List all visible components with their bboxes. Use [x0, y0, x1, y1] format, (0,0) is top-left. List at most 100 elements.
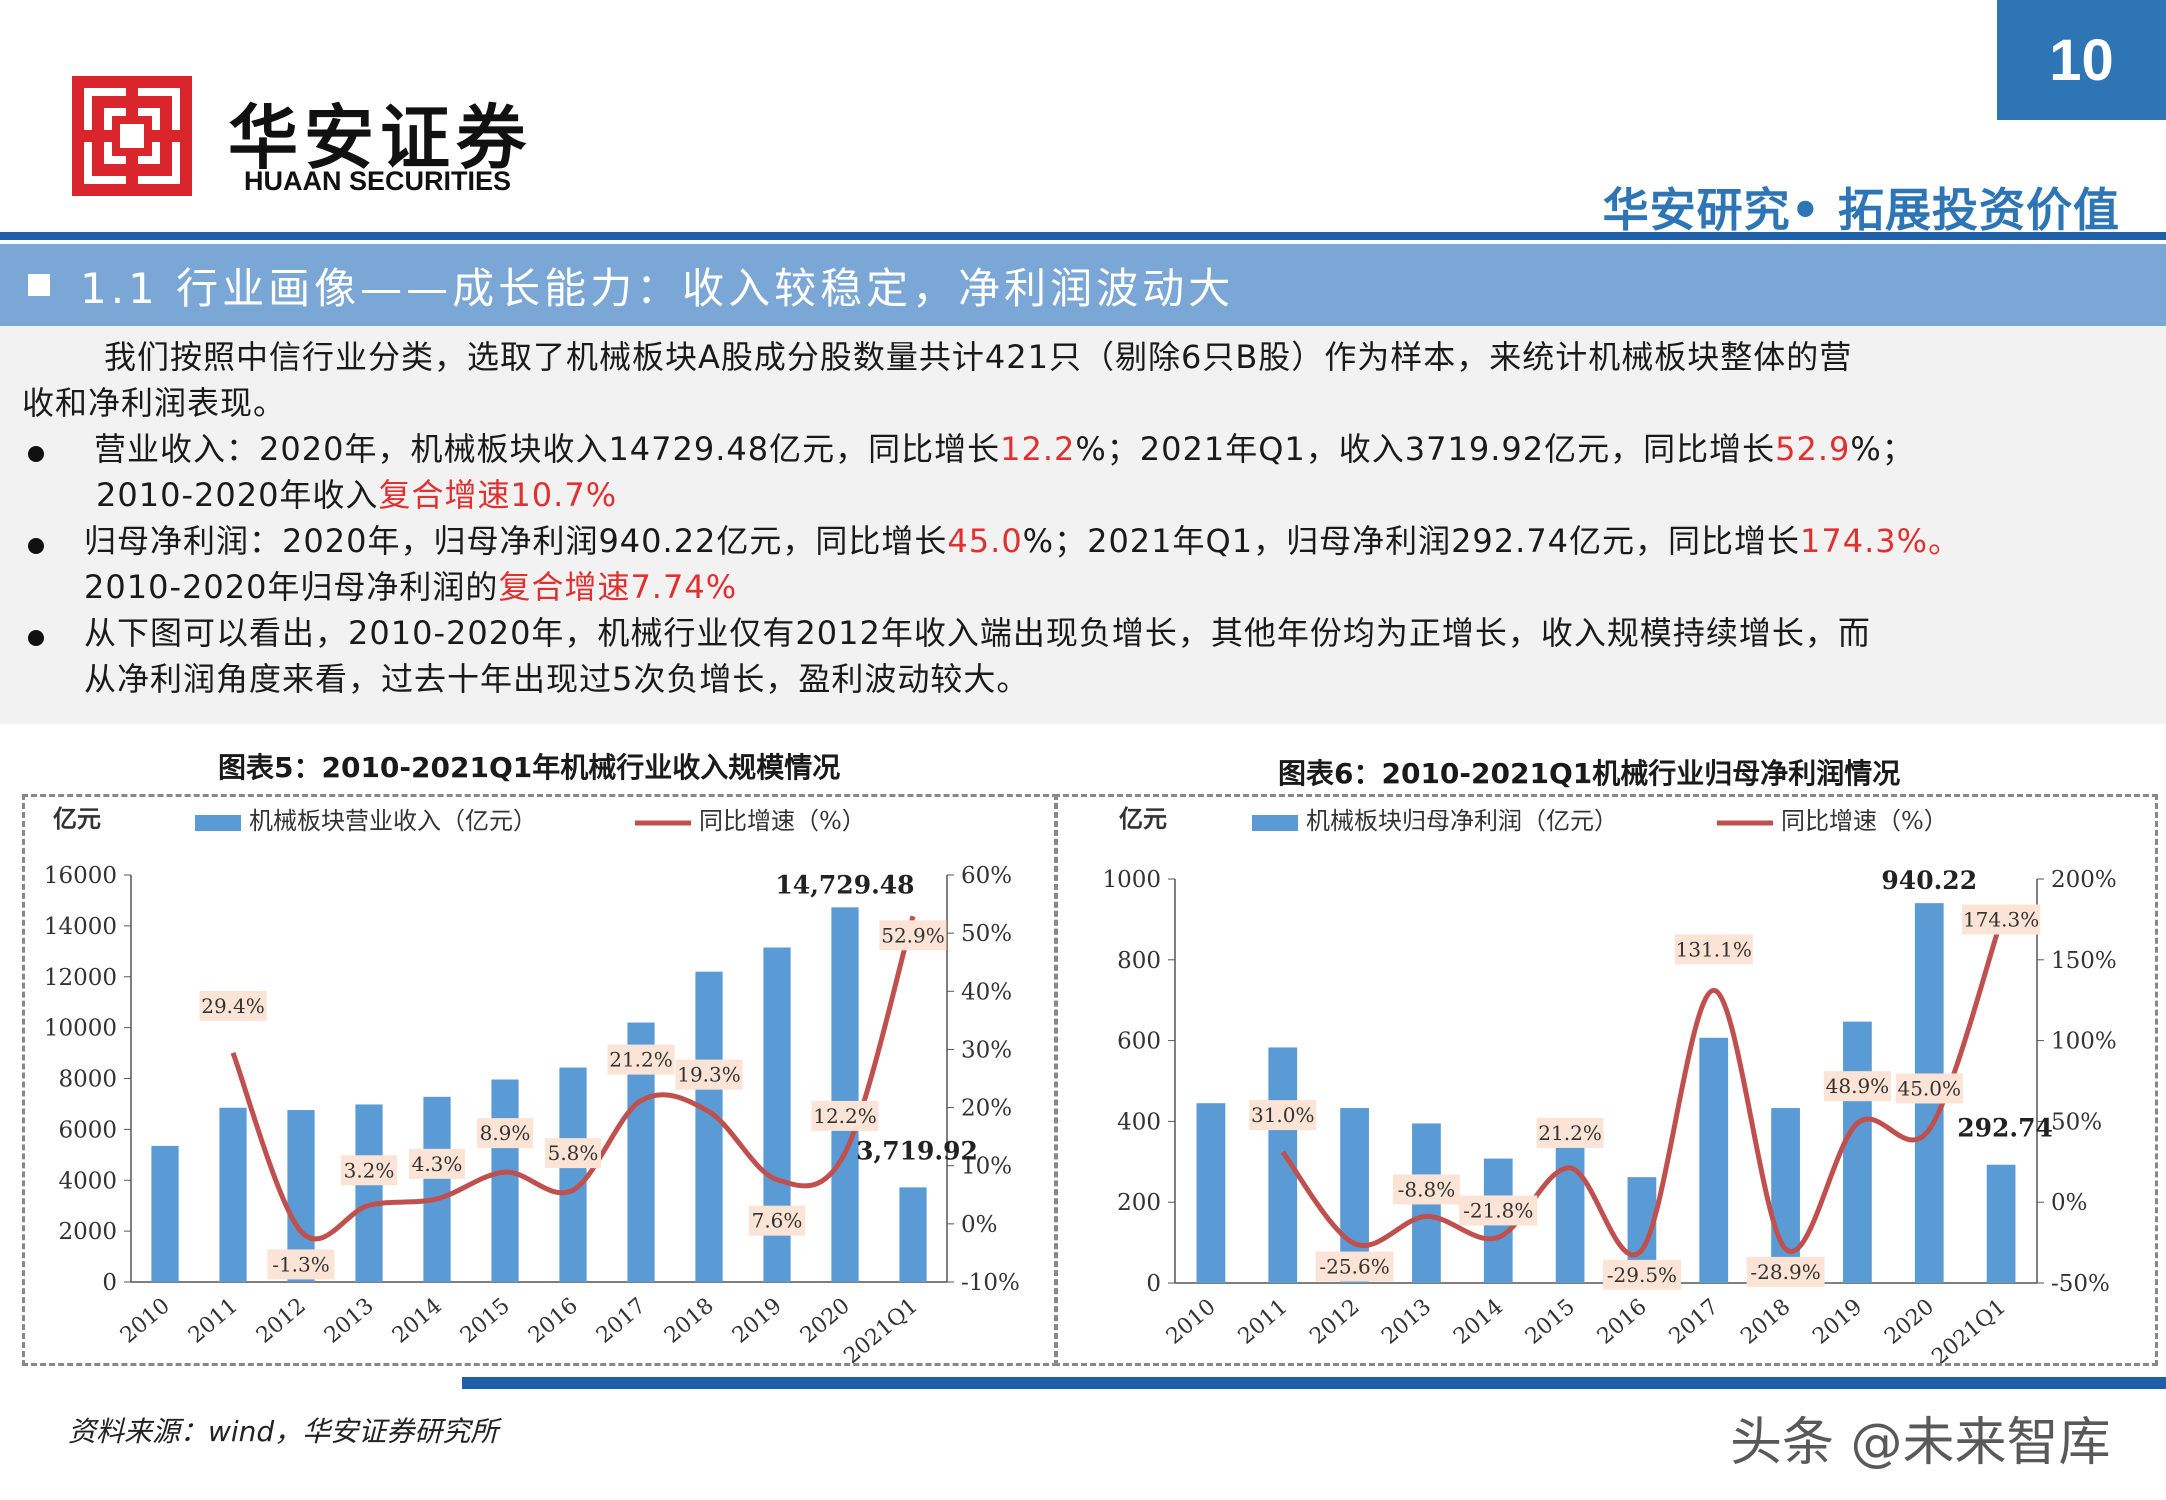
- y-tick-label-right: 50%: [961, 921, 1012, 947]
- data-label-bg: [267, 1249, 335, 1280]
- y-tick-label-right: 0%: [2051, 1190, 2088, 1216]
- bar: [1986, 1164, 2016, 1283]
- data-label: 5.8%: [548, 1141, 599, 1165]
- data-label: 21.2%: [609, 1048, 673, 1072]
- x-tick-label: 2013: [1377, 1294, 1436, 1349]
- legend-label-line: 同比增速（%）: [699, 807, 866, 835]
- data-label: -21.8%: [1463, 1198, 1533, 1222]
- legend-label-bar: 机械板块营业收入（亿元）: [249, 807, 537, 835]
- intro-line-2: 收和净利润表现。: [22, 384, 287, 422]
- x-tick-label: 2019: [1808, 1294, 1867, 1349]
- data-label-bg: [545, 1138, 601, 1169]
- x-tick-label: 2019: [728, 1293, 787, 1348]
- data-label-bg: [199, 990, 267, 1021]
- data-label: 8.9%: [480, 1121, 531, 1145]
- data-label-bg: [409, 1148, 465, 1179]
- y-tick-label-left: 14000: [44, 914, 117, 940]
- data-label-bg: [1392, 1174, 1460, 1205]
- growth-line: [230, 915, 916, 1242]
- bar: [1555, 1132, 1585, 1283]
- bar: [1843, 1021, 1872, 1283]
- data-label-bg: [607, 1044, 675, 1075]
- legend-swatch-bar: [1252, 815, 1298, 831]
- highlight: 174.3%。: [1800, 522, 1962, 560]
- data-label-bg: [879, 920, 947, 951]
- y-tick-label-right: 30%: [961, 1037, 1012, 1063]
- bar-value-label: 14,729.48: [775, 870, 914, 899]
- x-tick-label: 2012: [1305, 1294, 1364, 1349]
- section-title: 1.1 行业画像——成长能力：收入较稳定，净利润波动大: [80, 263, 1235, 313]
- text: 2010-2020年收入: [96, 476, 379, 514]
- y-tick-label-right: 40%: [961, 979, 1012, 1005]
- y-tick-label-right: 0%: [961, 1212, 998, 1238]
- data-label-bg: [811, 1100, 879, 1131]
- data-label-bg: [1746, 1256, 1825, 1287]
- y-tick-label-right: 150%: [2051, 948, 2117, 974]
- y-tick-label-left: 6000: [58, 1117, 117, 1143]
- x-tick-label: 2018: [660, 1293, 719, 1348]
- data-label: 45.0%: [1897, 1076, 1961, 1100]
- data-label: 7.6%: [752, 1209, 803, 1233]
- data-label: -29.5%: [1607, 1263, 1677, 1287]
- data-label-bg: [1249, 1100, 1317, 1131]
- brand-name-cn: 华安证券: [228, 96, 532, 179]
- data-label: 31.0%: [1251, 1103, 1315, 1127]
- x-tick-label: 2010: [1162, 1294, 1221, 1349]
- y-tick-label-left: 16000: [44, 863, 117, 889]
- chart-title-profit: 图表6：2010-2021Q1机械行业归母净利润情况: [1278, 757, 1901, 790]
- y-tick-label-right: 200%: [2051, 867, 2117, 893]
- section-square-icon: [28, 274, 50, 296]
- bullet-dot: [28, 630, 44, 646]
- bar: [491, 1079, 519, 1282]
- y-tick-label-left: 4000: [58, 1168, 117, 1194]
- text: 归母净利润：2020年，归母净利润940.22亿元，同比增长: [84, 522, 948, 560]
- bullet-summary-line-1: 从下图可以看出，2010-2020年，机械行业仅有2012年收入端出现负增长，其…: [84, 614, 1871, 652]
- x-tick-label: 2016: [1593, 1294, 1652, 1349]
- y-tick-label-left: 600: [1117, 1029, 1161, 1055]
- y-tick-label-right: -10%: [961, 1270, 1020, 1296]
- section-header: 1.1 行业画像——成长能力：收入较稳定，净利润波动大: [0, 244, 2166, 326]
- x-tick-label: 2010: [116, 1293, 175, 1348]
- text: 营业收入：2020年，机械板块收入14729.48亿元，同比增长: [94, 430, 1001, 468]
- legend-label-bar: 机械板块归母净利润（亿元）: [1306, 807, 1618, 835]
- x-tick-label: 2011: [1234, 1294, 1293, 1349]
- bar-value-label: 292.74: [1957, 1114, 2053, 1143]
- data-label: 48.9%: [1826, 1074, 1890, 1098]
- data-label: 131.1%: [1676, 937, 1752, 961]
- x-tick-label: 2021Q1: [839, 1293, 923, 1363]
- y-tick-label-left: 8000: [58, 1067, 117, 1093]
- chart-frame-revenue: 亿元 机械板块营业收入（亿元） 同比增速（%） 0 2000 4000 6000 8000 10…: [22, 794, 1058, 1369]
- header-rule: [0, 232, 2166, 240]
- x-tick-label: 2013: [320, 1293, 379, 1348]
- y-unit-label: 亿元: [53, 804, 101, 833]
- highlight: 52.9: [1775, 430, 1851, 468]
- y-tick-label-right: -50%: [2051, 1271, 2110, 1297]
- intro-line-1: 我们按照中信行业分类，选取了机械板块A股成分股数量共计421只（剔除6只B股）作…: [104, 338, 1853, 376]
- footer-rule: [462, 1377, 2166, 1389]
- bar: [151, 1145, 179, 1282]
- logo-mark: [72, 76, 192, 196]
- x-tick-label: 2014: [388, 1293, 447, 1348]
- bar: [355, 1104, 383, 1282]
- chart-frame-profit: 亿元 机械板块归母净利润（亿元） 同比增速（%） 0 200 400 600 800 1000 -…: [1054, 794, 2158, 1370]
- profit-chart: 亿元 机械板块归母净利润（亿元） 同比增速（%） 0 200 400 600 800 1000 -…: [1102, 804, 2117, 1370]
- data-label-bg: [675, 1059, 743, 1090]
- data-label: 4.3%: [412, 1152, 463, 1176]
- bullet-dot: [28, 538, 44, 554]
- x-tick-label: 2018: [1736, 1294, 1795, 1349]
- watermark: 头条 @未来智库: [1730, 1413, 2111, 1473]
- text: %；: [1850, 430, 1915, 468]
- x-tick-label: 2012: [252, 1293, 311, 1348]
- bar: [899, 1187, 927, 1282]
- data-label: 52.9%: [881, 923, 945, 947]
- x-tick-label: 2020: [796, 1293, 855, 1348]
- data-label-bg: [749, 1205, 805, 1236]
- highlight: 复合增速7.74%: [498, 568, 738, 606]
- data-label: 12.2%: [813, 1104, 877, 1128]
- bullet-dot: [28, 446, 44, 462]
- bullet-revenue-line-2: 2010-2020年收入复合增速10.7%: [96, 472, 617, 518]
- data-label-bg: [1602, 1259, 1681, 1290]
- x-tick-label: 2017: [592, 1293, 651, 1348]
- y-tick-label-right: 50%: [2051, 1109, 2102, 1135]
- data-label: 19.3%: [677, 1063, 741, 1087]
